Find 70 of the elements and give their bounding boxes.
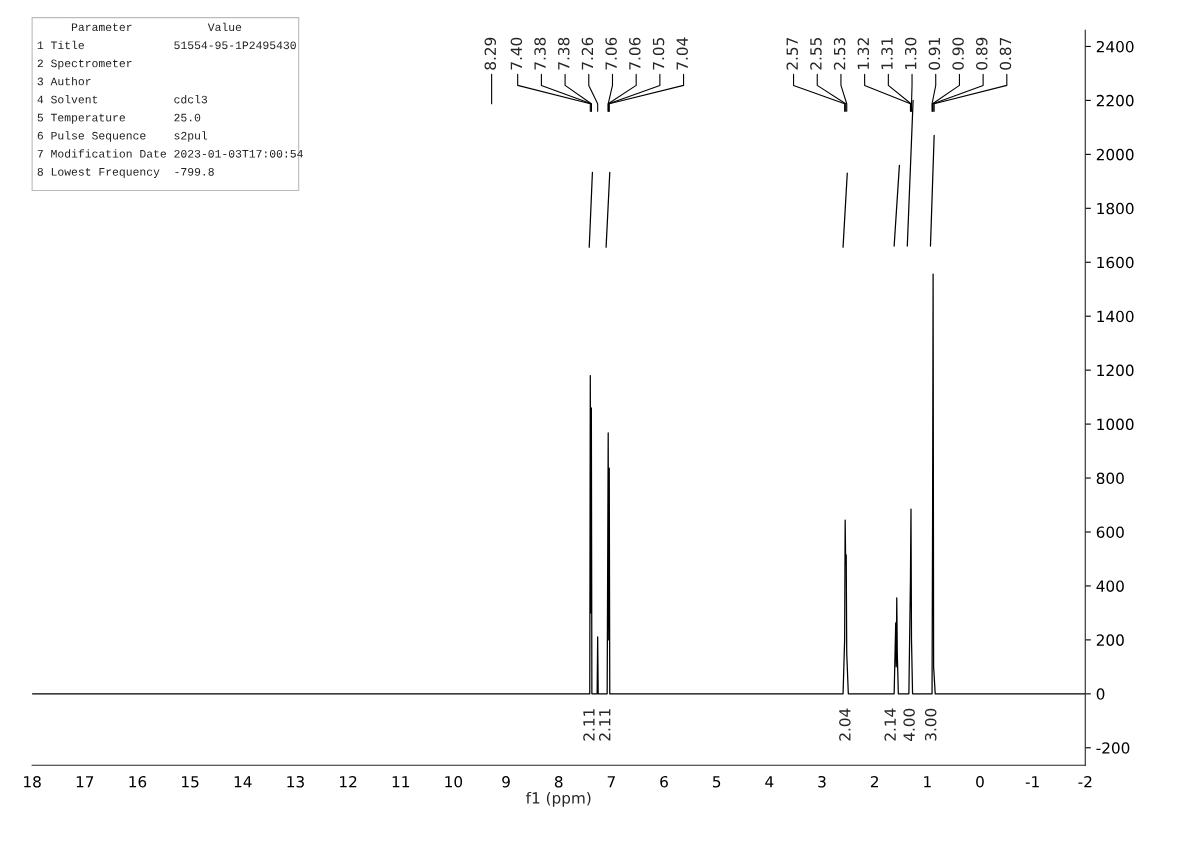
annotation: 4 Solvent cdcl3 bbox=[37, 95, 208, 104]
x-tick-label: -1 bbox=[1025, 776, 1039, 788]
y-tick-label: 1600 bbox=[1097, 256, 1134, 269]
x-tick-label: 13 bbox=[287, 776, 304, 788]
annotation: 2.55 bbox=[810, 38, 822, 70]
annotation: 2.11 bbox=[598, 709, 611, 741]
annotation: 5 Temperature 25.0 bbox=[37, 113, 201, 124]
annotation: 2.14 bbox=[884, 708, 896, 741]
x-tick-label: 2 bbox=[870, 776, 878, 788]
annotation: 2.53 bbox=[833, 37, 846, 70]
annotation: 1.32 bbox=[857, 38, 870, 70]
y-tick-label: 200 bbox=[1096, 634, 1124, 646]
x-tick-label: 14 bbox=[234, 776, 252, 788]
y-tick-label: -200 bbox=[1096, 742, 1130, 754]
annotation: 2.11 bbox=[583, 709, 595, 741]
annotation: 6 Pulse Sequence s2pul bbox=[37, 131, 208, 142]
annotation: 8.29 bbox=[484, 37, 497, 70]
x-tick-label: 17 bbox=[76, 776, 94, 788]
x-tick-label: 8 bbox=[554, 776, 563, 788]
x-tick-label: -2 bbox=[1078, 776, 1092, 788]
x-tick-label: 11 bbox=[392, 776, 410, 788]
y-tick-label: 0 bbox=[1096, 688, 1105, 700]
annotation: 7.04 bbox=[676, 37, 688, 70]
y-tick-label: 1200 bbox=[1097, 364, 1134, 377]
annotation: 7.26 bbox=[581, 37, 594, 70]
y-tick-label: 1000 bbox=[1097, 418, 1134, 431]
x-tick-label: 0 bbox=[976, 776, 984, 788]
y-tick-label: 1800 bbox=[1097, 202, 1134, 215]
annotation: 1 Title 51554-95-1P2495430 bbox=[37, 40, 296, 50]
x-axis-title: f1 (ppm) bbox=[525, 791, 591, 807]
annotation: 2.04 bbox=[839, 708, 851, 741]
x-tick-label: 16 bbox=[129, 776, 147, 788]
annotation: 7.06 bbox=[605, 37, 617, 70]
y-tick-label: 400 bbox=[1096, 580, 1124, 592]
y-tick-label: 600 bbox=[1096, 526, 1124, 539]
annotation: 1.31 bbox=[881, 38, 893, 70]
x-tick-label: 5 bbox=[713, 776, 721, 788]
x-tick-label: 9 bbox=[502, 776, 510, 788]
annotation: 7.06 bbox=[629, 37, 641, 70]
annotation: 0.87 bbox=[999, 37, 1012, 70]
annotation: 3.00 bbox=[924, 708, 937, 741]
y-tick-label: 1400 bbox=[1097, 310, 1134, 323]
y-tick-label: 2000 bbox=[1096, 148, 1134, 161]
x-tick-label: 10 bbox=[445, 776, 463, 788]
annotation: 7.38 bbox=[534, 37, 546, 70]
x-tick-label: 3 bbox=[818, 776, 826, 788]
annotation: 1.30 bbox=[904, 37, 917, 70]
y-tick-label: 2400 bbox=[1096, 40, 1134, 53]
annotation: 8 Lowest Frequency -799.8 bbox=[37, 167, 214, 178]
annotation: 0.90 bbox=[952, 37, 964, 70]
x-tick-label: 1 bbox=[924, 776, 931, 788]
x-tick-label: 18 bbox=[24, 776, 41, 788]
x-tick-label: 12 bbox=[340, 776, 357, 788]
annotation: Parameter Value bbox=[71, 22, 242, 32]
y-tick-label: 800 bbox=[1096, 472, 1124, 485]
y-tick-label: 2200 bbox=[1096, 94, 1134, 107]
annotation: 7.40 bbox=[510, 37, 523, 70]
x-tick-label: 15 bbox=[182, 776, 199, 788]
annotation: 2 Spectrometer bbox=[37, 59, 132, 70]
x-tick-label: 6 bbox=[660, 776, 668, 788]
annotation: 3 Author bbox=[37, 76, 91, 86]
annotation: 0.89 bbox=[976, 37, 988, 70]
annotation: 4.00 bbox=[903, 708, 915, 741]
x-tick-label: 7 bbox=[607, 776, 615, 788]
x-tick-label: 4 bbox=[765, 776, 774, 788]
annotation: 0.91 bbox=[928, 38, 941, 70]
annotation: 2.57 bbox=[786, 37, 798, 70]
annotation: 7 Modification Date 2023-01-03T17:00:54 bbox=[37, 149, 303, 158]
annotation: 7.38 bbox=[557, 37, 570, 70]
annotation: 7.05 bbox=[652, 38, 665, 70]
